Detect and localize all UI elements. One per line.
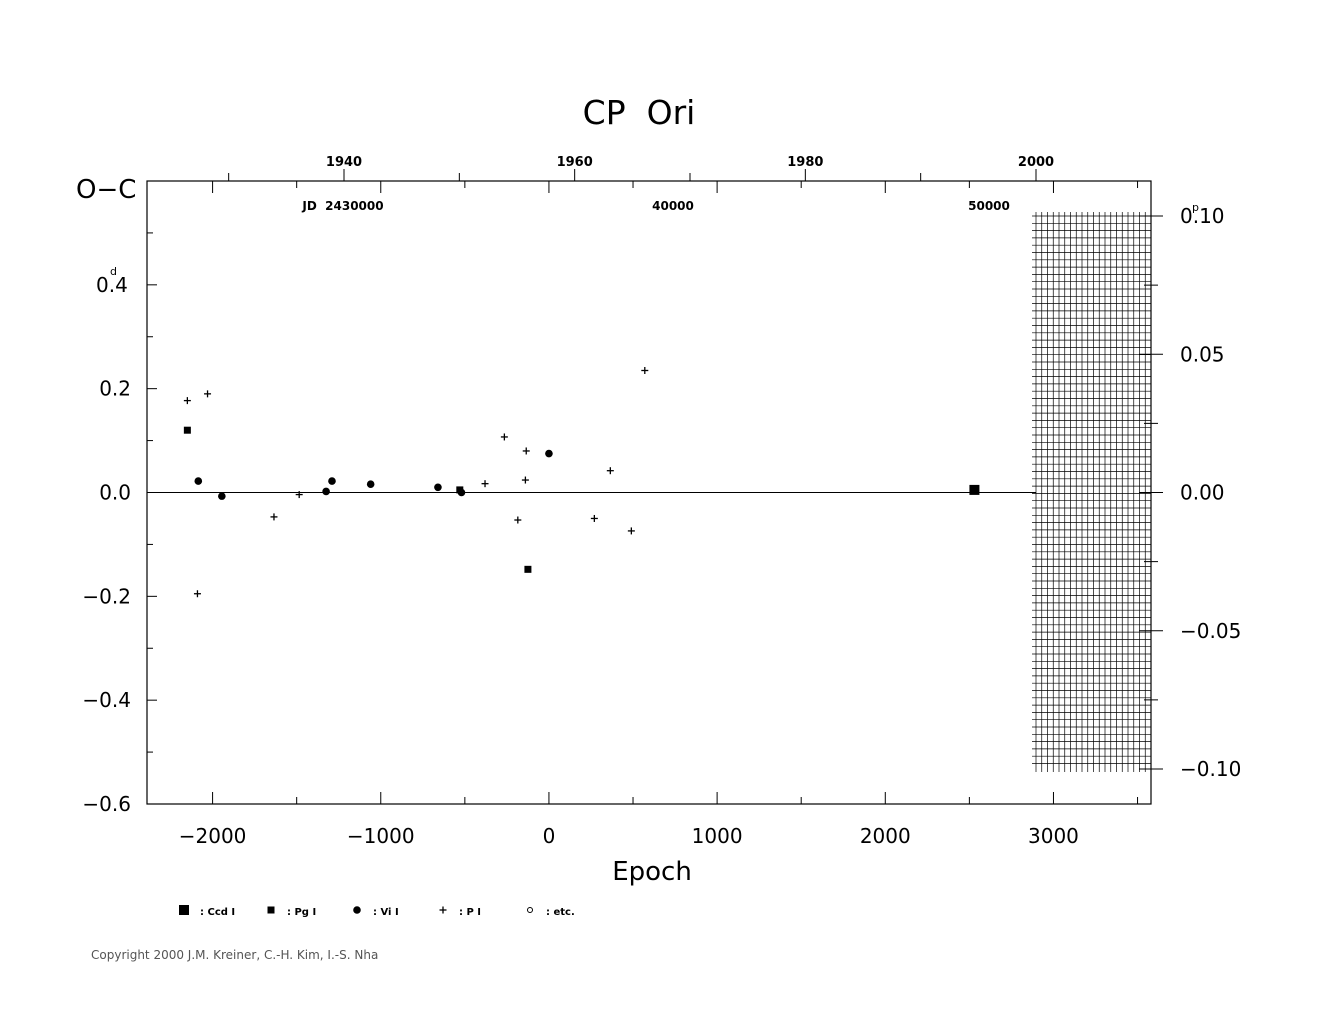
right-tick-label: −0.05 [1180,619,1241,643]
data-point-plus [500,433,508,441]
x-tick-label: 2000 [860,824,911,848]
data-point-plus [204,390,212,398]
legend-marker-large-square [179,905,189,915]
data-point-plus [270,513,278,521]
legend-marker-plus [439,906,447,914]
chart-title: CP Ori [583,93,696,132]
data-point-circle [328,477,336,485]
data-point-circle [545,449,553,458]
y-tick-label: 0.0 [99,481,131,505]
legend-marker-circle [353,906,361,914]
year-tick-label: 1960 [557,155,593,170]
year-tick-label: 1980 [787,155,823,170]
right-tick-label: −0.10 [1180,757,1241,781]
x-tick-label: 1000 [692,824,743,848]
data-point-plus [641,366,649,374]
data-point-plus [606,467,614,475]
data-point-plus [183,397,191,405]
right-phase-axis: 0.10 0.05 0.00 −0.05 −0.10 p [1139,201,1241,781]
data-point-circle [194,477,203,485]
legend-marker-small-square [267,906,275,914]
x-tick-label: −1000 [347,824,415,848]
jd-label-50000: 50000 [968,199,1010,213]
data-point-circle [218,492,226,500]
y-tick-label: −0.4 [82,688,131,712]
y-unit-label: d [110,265,117,278]
legend-label: : etc. [546,907,575,918]
copyright-notice: Copyright 2000 J.M. Kreiner, C.-H. Kim, … [91,948,379,962]
y-top-tick-label: 0.4 [96,273,128,297]
x-axis: −2000 −1000 0 1000 2000 3000 [179,181,1139,848]
data-point-plus [627,527,635,535]
year-tick-label: 2000 [1018,155,1054,170]
y-tick-label: −0.6 [82,792,131,816]
data-point-circle [366,480,375,488]
x-tick-label: 0 [543,824,556,848]
hatched-grid-area [1032,212,1152,772]
y-axis: 0.2 0.0 −0.2 −0.4 −0.6 [82,180,157,816]
data-points [183,366,980,598]
data-point-small-square [183,426,191,434]
right-tick-label: 0.05 [1180,342,1225,366]
legend-label: : P I [459,907,481,918]
y-axis-label: O−C [76,175,136,205]
data-point-circle [457,488,466,497]
data-point-small-square [524,565,532,573]
legend-label: : Ccd I [200,907,235,918]
data-point-circle [434,483,442,492]
y-tick-label: 0.2 [99,377,131,401]
x-tick-label: −2000 [179,824,247,848]
right-unit-label: p [1192,201,1199,214]
legend: : Ccd I : Pg I : Vi I : P I : etc. [179,905,575,918]
data-point-plus [481,480,489,488]
data-point-plus [590,514,598,522]
data-point-plus [295,491,303,499]
data-point-plus [521,476,529,484]
x-tick-label: 3000 [1028,824,1079,848]
data-point-large-square [969,484,980,495]
jd-label-2430000: JD 2430000 [301,199,383,213]
data-point-circle [322,487,330,496]
right-tick-label: 0.00 [1180,481,1225,505]
year-tick-label: 1940 [326,155,362,170]
legend-label: : Vi I [373,907,399,918]
jd-label-40000: 40000 [652,199,694,213]
data-point-plus [522,447,530,455]
y-tick-label: −0.2 [82,584,131,608]
right-tick-label: 0.10 [1180,204,1225,228]
legend-marker-open-circle [527,907,533,913]
data-point-plus [514,516,522,524]
x-axis-label: Epoch [612,857,692,887]
data-point-plus [193,590,201,598]
top-year-axis: 1940 1960 1980 2000 [228,155,1054,181]
legend-label: : Pg I [287,907,316,918]
